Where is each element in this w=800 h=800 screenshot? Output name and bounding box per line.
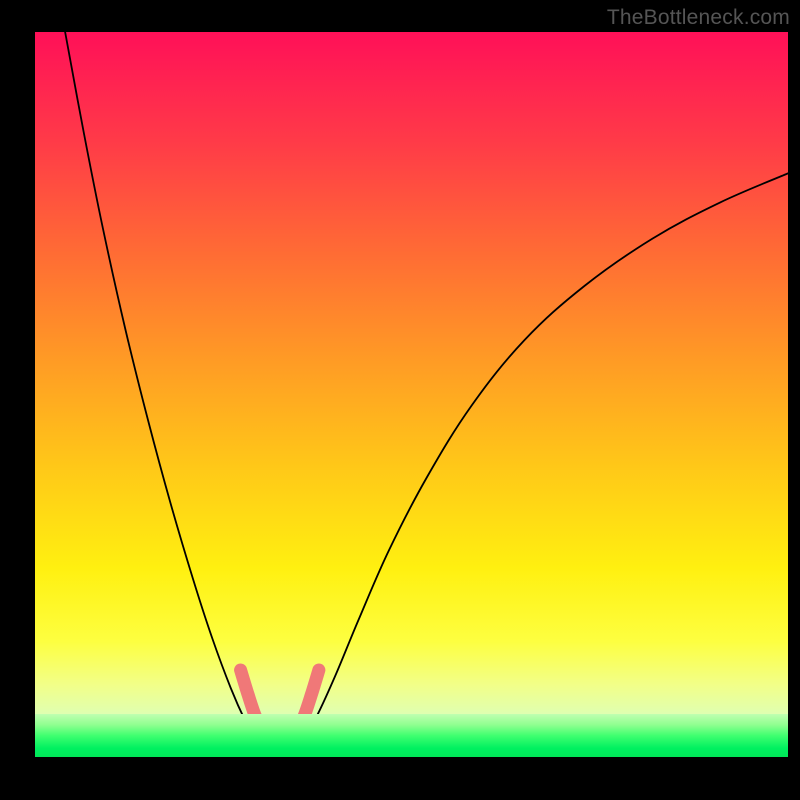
plot-area xyxy=(35,32,788,757)
bottom-strip-rect xyxy=(35,714,788,757)
chart-stage: TheBottleneck.com xyxy=(0,0,800,800)
bottom-strip-svg xyxy=(35,714,788,757)
bottom-green-strip xyxy=(35,714,788,757)
gradient-background xyxy=(35,32,788,757)
watermark-text: TheBottleneck.com xyxy=(607,6,790,30)
plot-svg xyxy=(35,32,788,757)
